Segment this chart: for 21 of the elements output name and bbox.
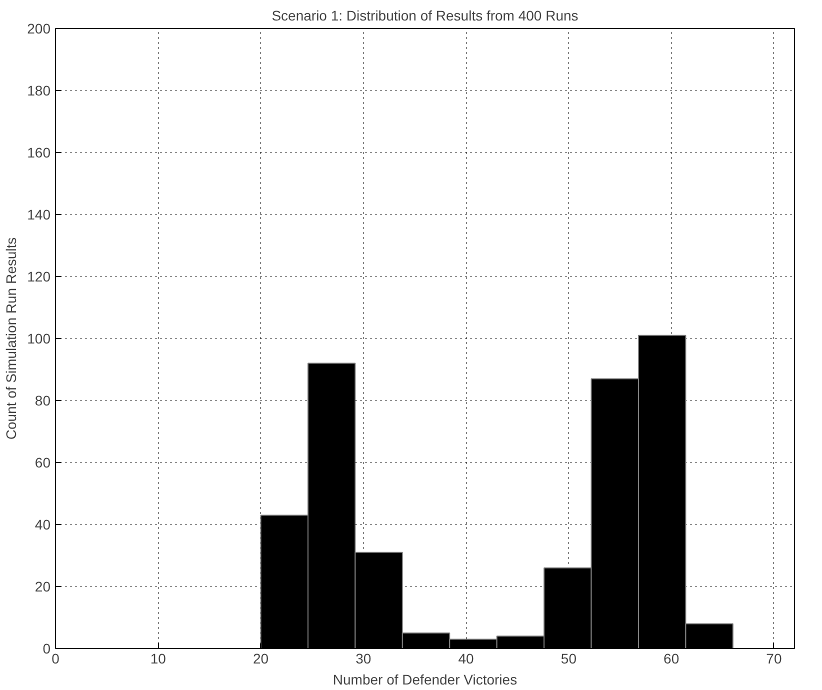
y-tick-label: 140 xyxy=(27,206,51,222)
y-tick-label: 120 xyxy=(27,268,51,284)
x-tick-label: 10 xyxy=(150,650,166,666)
x-tick-label: 50 xyxy=(560,650,577,666)
y-tick-label: 180 xyxy=(27,82,51,98)
x-tick-label: 30 xyxy=(356,650,372,666)
y-tick-label: 100 xyxy=(27,330,51,346)
x-tick-label: 40 xyxy=(458,650,474,666)
x-tick-label: 20 xyxy=(252,650,269,666)
y-axis-title: Count of Simulation Run Results xyxy=(3,237,20,440)
y-tick-label: 80 xyxy=(34,392,51,408)
y-tick-label: 40 xyxy=(34,516,51,532)
chart-title: Scenario 1: Distribution of Results from 400 Runs xyxy=(272,8,578,24)
x-axis-title: Number of Defender Victories xyxy=(332,672,518,688)
x-tick-label: 70 xyxy=(766,650,782,666)
y-tick-label: 20 xyxy=(34,578,51,594)
x-tick-label: 60 xyxy=(664,650,680,666)
y-tick-label: 0 xyxy=(42,640,51,656)
y-tick-label: 160 xyxy=(27,144,51,160)
y-tick-label: 200 xyxy=(27,20,51,36)
y-tick-label: 60 xyxy=(34,454,51,470)
